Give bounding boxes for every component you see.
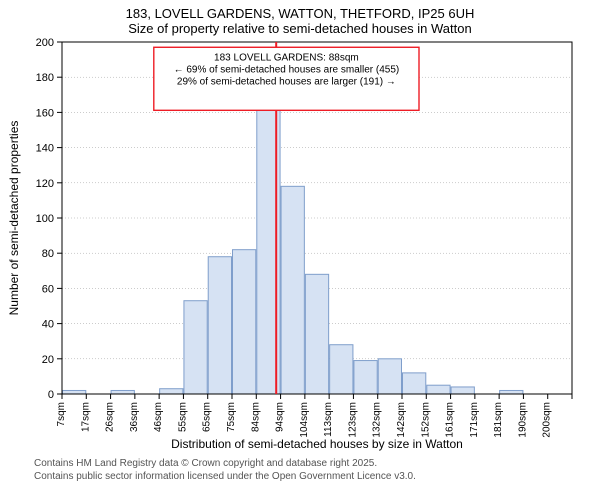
y-axis-label: Number of semi-detached properties [7, 121, 21, 316]
x-axis-label: Distribution of semi-detached houses by … [171, 437, 463, 451]
y-tick-label: 140 [36, 143, 54, 155]
x-tick-label: 46sqm [153, 402, 164, 432]
histogram-bar [305, 274, 328, 394]
x-tick-label: 152sqm [420, 402, 431, 438]
histogram-bar [184, 301, 207, 394]
x-tick-label: 171sqm [469, 402, 480, 438]
y-tick-label: 40 [42, 319, 54, 331]
histogram-bar [208, 257, 231, 394]
histogram-bar [354, 361, 377, 394]
y-tick-label: 160 [36, 107, 54, 119]
footer-line2: Contains public sector information licen… [34, 471, 600, 484]
y-tick-label: 120 [36, 178, 54, 190]
x-tick-label: 190sqm [517, 402, 528, 438]
histogram-bar [451, 387, 474, 394]
x-tick-label: 200sqm [542, 402, 553, 438]
x-tick-label: 55sqm [177, 402, 188, 432]
x-tick-label: 113sqm [323, 402, 334, 437]
x-tick-label: 161sqm [445, 402, 456, 438]
x-tick-label: 7sqm [56, 402, 67, 426]
x-tick-label: 132sqm [372, 402, 383, 438]
x-tick-label: 123sqm [347, 402, 358, 438]
x-tick-label: 26sqm [105, 402, 116, 432]
histogram-bar [403, 373, 426, 394]
chart-title-line1: 183, LOVELL GARDENS, WATTON, THETFORD, I… [0, 6, 600, 21]
x-tick-label: 75sqm [226, 402, 237, 432]
annotation-line2: ← 69% of semi-detached houses are smalle… [174, 64, 400, 75]
x-tick-label: 84sqm [250, 402, 261, 432]
histogram-bar [330, 345, 353, 394]
histogram-bar [111, 390, 134, 394]
x-tick-label: 142sqm [396, 402, 407, 438]
histogram-chart: 0 20 40 60 80 100 120 140 160 180 200 7sqm 17sqm 26sq… [0, 36, 600, 456]
y-tick-label: 180 [36, 72, 54, 84]
y-tick-label: 200 [36, 37, 54, 49]
histogram-bar [500, 390, 523, 394]
y-tick-label: 20 [42, 354, 54, 366]
histogram-bar [378, 359, 401, 394]
footer-line1: Contains HM Land Registry data © Crown c… [34, 458, 600, 471]
x-tick-label: 36sqm [129, 402, 140, 432]
annotation-line1: 183 LOVELL GARDENS: 88sqm [214, 52, 359, 63]
histogram-bar [63, 390, 86, 394]
y-tick-label: 80 [42, 248, 54, 260]
x-tick-label: 94sqm [275, 402, 286, 432]
histogram-bar [427, 385, 450, 394]
histogram-bar [160, 389, 183, 394]
histogram-bar [233, 250, 256, 394]
y-tick-label: 60 [42, 283, 54, 295]
chart-title-line2: Size of property relative to semi-detach… [0, 21, 600, 36]
x-tick-label: 65sqm [202, 402, 213, 432]
y-tick-label: 0 [48, 389, 54, 401]
x-tick-label: 17sqm [80, 402, 91, 432]
annotation-line3: 29% of semi-detached houses are larger (… [177, 76, 396, 87]
x-tick-label: 181sqm [493, 402, 504, 438]
y-tick-label: 100 [36, 213, 54, 225]
histogram-bar [281, 186, 304, 394]
x-tick-label: 104sqm [299, 402, 310, 438]
